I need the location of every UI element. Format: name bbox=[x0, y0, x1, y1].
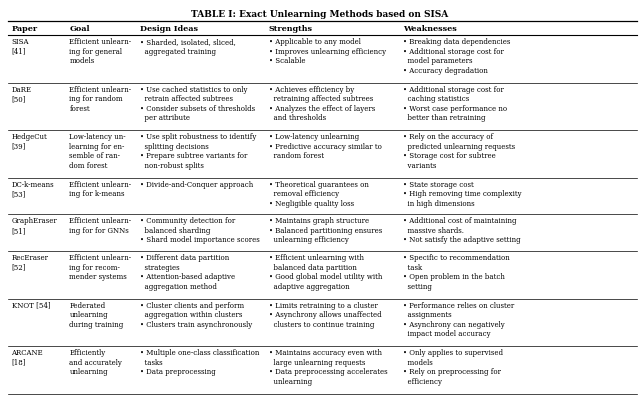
Text: • Use cached statistics to only
  retrain affected subtrees
• Consider subsets o: • Use cached statistics to only retrain … bbox=[140, 85, 255, 122]
Text: Low-latency un-
learning for en-
semble of ran-
dom forest: Low-latency un- learning for en- semble … bbox=[69, 133, 126, 169]
Text: Weaknesses: Weaknesses bbox=[403, 24, 456, 32]
Text: Paper: Paper bbox=[12, 24, 38, 32]
Text: Efficient unlearn-
ing for general
models: Efficient unlearn- ing for general model… bbox=[69, 38, 132, 65]
Text: • Rely on the accuracy of
  predicted unlearning requests
• Storage cost for sub: • Rely on the accuracy of predicted unle… bbox=[403, 133, 515, 169]
Text: TABLE I: Exact Unlearning Methods based on SISA: TABLE I: Exact Unlearning Methods based … bbox=[191, 10, 449, 19]
Text: GraphEraser
[51]: GraphEraser [51] bbox=[12, 217, 57, 234]
Text: ARCANE
[18]: ARCANE [18] bbox=[12, 348, 43, 366]
Text: DaRE
[50]: DaRE [50] bbox=[12, 85, 31, 103]
Text: • Multiple one-class classification
  tasks
• Data preprocessing: • Multiple one-class classification task… bbox=[140, 348, 259, 375]
Text: Strengths: Strengths bbox=[269, 24, 313, 32]
Text: • Performance relies on cluster
  assignments
• Asynchrony can negatively
  impa: • Performance relies on cluster assignme… bbox=[403, 301, 514, 337]
Text: • Low-latency unlearning
• Predictive accuracy similar to
  random forest: • Low-latency unlearning • Predictive ac… bbox=[269, 133, 381, 160]
Text: • Additional cost of maintaining
  massive shards.
• Not satisfy the adaptive se: • Additional cost of maintaining massive… bbox=[403, 217, 520, 244]
Text: SISA
[41]: SISA [41] bbox=[12, 38, 29, 55]
Text: • Maintains accuracy even with
  large unlearning requests
• Data preprocessing : • Maintains accuracy even with large unl… bbox=[269, 348, 387, 385]
Text: Efficiently
and accurately
unlearning: Efficiently and accurately unlearning bbox=[69, 348, 122, 375]
Text: Design Ideas: Design Ideas bbox=[140, 24, 198, 32]
Text: • Sharded, isolated, sliced,
  aggregated training: • Sharded, isolated, sliced, aggregated … bbox=[140, 38, 236, 55]
Text: • Breaking data dependencies
• Additional storage cost for
  model parameters
• : • Breaking data dependencies • Additiona… bbox=[403, 38, 510, 75]
Text: • Maintains graph structure
• Balanced partitioning ensures
  unlearning efficie: • Maintains graph structure • Balanced p… bbox=[269, 217, 382, 244]
Text: Efficient unlearn-
ing for for GNNs: Efficient unlearn- ing for for GNNs bbox=[69, 217, 132, 234]
Text: • Use split robustness to identify
  splitting decisions
• Prepare subtree varia: • Use split robustness to identify split… bbox=[140, 133, 256, 169]
Text: RecEraser
[52]: RecEraser [52] bbox=[12, 253, 49, 271]
Text: KNOT [54]: KNOT [54] bbox=[12, 301, 50, 309]
Text: DC-k-means
[53]: DC-k-means [53] bbox=[12, 180, 54, 198]
Text: Goal: Goal bbox=[69, 24, 90, 32]
Text: • Community detection for
  balanced sharding
• Shard model importance scores: • Community detection for balanced shard… bbox=[140, 217, 260, 244]
Text: • Limits retraining to a cluster
• Asynchrony allows unaffected
  clusters to co: • Limits retraining to a cluster • Async… bbox=[269, 301, 381, 328]
Text: Efficient unlearn-
ing for k-means: Efficient unlearn- ing for k-means bbox=[69, 180, 132, 198]
Text: • Only applies to supervised
  models
• Rely on preprocessing for
  efficiency: • Only applies to supervised models • Re… bbox=[403, 348, 503, 385]
Text: • Additional storage cost for
  caching statistics
• Worst case performance no
 : • Additional storage cost for caching st… bbox=[403, 85, 507, 122]
Text: • State storage cost
• High removing time complexity
  in high dimensions: • State storage cost • High removing tim… bbox=[403, 180, 522, 207]
Text: • Applicable to any model
• Improves unlearning efficiency
• Scalable: • Applicable to any model • Improves unl… bbox=[269, 38, 386, 65]
Text: • Divide-and-Conquer approach: • Divide-and-Conquer approach bbox=[140, 180, 253, 188]
Text: Efficient unlearn-
ing for random
forest: Efficient unlearn- ing for random forest bbox=[69, 85, 132, 112]
Text: HedgeCut
[39]: HedgeCut [39] bbox=[12, 133, 47, 150]
Text: • Specific to recommendation
  task
• Open problem in the batch
  setting: • Specific to recommendation task • Open… bbox=[403, 253, 509, 290]
Text: • Efficient unlearning with
  balanced data partition
• Good global model utilit: • Efficient unlearning with balanced dat… bbox=[269, 253, 382, 290]
Text: • Theoretical guarantees on
  removal efficiency
• Negligible quality loss: • Theoretical guarantees on removal effi… bbox=[269, 180, 369, 207]
Text: • Achieves efficiency by
  retraining affected subtrees
• Analyzes the effect of: • Achieves efficiency by retraining affe… bbox=[269, 85, 375, 122]
Text: Efficient unlearn-
ing for recom-
mender systems: Efficient unlearn- ing for recom- mender… bbox=[69, 253, 132, 280]
Text: Federated
unlearning
during training: Federated unlearning during training bbox=[69, 301, 124, 328]
Text: • Cluster clients and perform
  aggregation within clusters
• Clusters train asy: • Cluster clients and perform aggregatio… bbox=[140, 301, 252, 328]
Text: • Different data partition
  strategies
• Attention-based adaptive
  aggregation: • Different data partition strategies • … bbox=[140, 253, 235, 290]
